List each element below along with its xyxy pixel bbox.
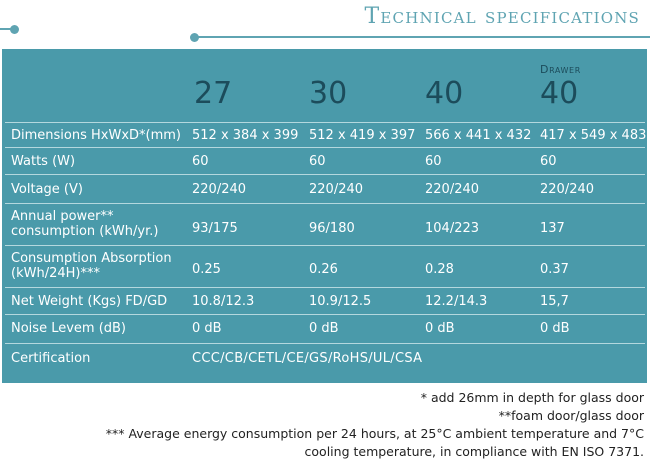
cell-drawer-40: 137 bbox=[540, 221, 565, 236]
cell-40: 566 x 441 x 432 bbox=[425, 128, 532, 143]
row-divider bbox=[5, 203, 645, 204]
footnote-energy-cont: cooling temperature, in compliance with … bbox=[304, 444, 644, 459]
cell-30: 0.26 bbox=[309, 262, 338, 277]
model-sublabel-drawer: Drawer bbox=[540, 63, 581, 76]
cell-27: 10.8/12.3 bbox=[192, 294, 255, 309]
row-divider bbox=[5, 314, 645, 315]
row-label: Consumption Absorption (kWh/24H)*** bbox=[11, 251, 172, 281]
cell-40: 104/223 bbox=[425, 221, 480, 236]
cell-drawer-40: 0.37 bbox=[540, 262, 569, 277]
row-label: Net Weight (Kgs) FD/GD bbox=[11, 294, 168, 309]
footnote-foam-door: **foam door/glass door bbox=[498, 408, 644, 423]
cell-27: 0 dB bbox=[192, 321, 222, 336]
cell-drawer-40: 220/240 bbox=[540, 182, 595, 197]
page-title: Technical specifications bbox=[364, 4, 640, 29]
cell-30: 220/240 bbox=[309, 182, 364, 197]
footnote-energy: *** Average energy consumption per 24 ho… bbox=[105, 426, 644, 441]
certification-value: CCC/CB/CETL/CE/GS/RoHS/UL/CSA bbox=[192, 351, 423, 366]
title-rule bbox=[194, 36, 650, 38]
cell-27: 60 bbox=[192, 154, 209, 169]
cell-27: 0.25 bbox=[192, 262, 221, 277]
cell-30: 60 bbox=[309, 154, 326, 169]
row-divider bbox=[5, 174, 645, 175]
row-label: Annual power** consumption (kWh/yr.) bbox=[11, 209, 159, 239]
cell-drawer-40: 417 x 549 x 483 bbox=[540, 128, 647, 143]
row-divider bbox=[5, 343, 645, 344]
row-divider bbox=[5, 147, 645, 148]
model-header-40: 40 bbox=[425, 76, 464, 111]
cell-40: 0.28 bbox=[425, 262, 454, 277]
cell-40: 12.2/14.3 bbox=[425, 294, 488, 309]
footnote-glass-door: * add 26mm in depth for glass door bbox=[420, 390, 644, 405]
cell-30: 512 x 419 x 397 bbox=[309, 128, 416, 143]
cell-drawer-40: 15,7 bbox=[540, 294, 569, 309]
cell-40: 220/240 bbox=[425, 182, 480, 197]
cell-drawer-40: 0 dB bbox=[540, 321, 570, 336]
model-header-30: 30 bbox=[309, 76, 348, 111]
model-header-drawer-40: 40 bbox=[540, 76, 579, 111]
row-label: Certification bbox=[11, 351, 91, 366]
row-label: Watts (W) bbox=[11, 154, 76, 169]
cell-40: 0 dB bbox=[425, 321, 455, 336]
cell-40: 60 bbox=[425, 154, 442, 169]
row-divider bbox=[5, 122, 645, 123]
cell-30: 10.9/12.5 bbox=[309, 294, 372, 309]
row-divider bbox=[5, 245, 645, 246]
cell-27: 220/240 bbox=[192, 182, 247, 197]
spec-table: Drawer 27 30 40 40 Dimensions HxWxD*(mm)… bbox=[2, 49, 647, 383]
cell-30: 0 dB bbox=[309, 321, 339, 336]
model-header-27: 27 bbox=[194, 76, 233, 111]
row-label: Voltage (V) bbox=[11, 182, 83, 197]
cell-drawer-40: 60 bbox=[540, 154, 557, 169]
row-label: Dimensions HxWxD*(mm) bbox=[11, 128, 182, 143]
cell-27: 93/175 bbox=[192, 221, 238, 236]
left-rule bbox=[0, 28, 15, 30]
cell-27: 512 x 384 x 399 bbox=[192, 128, 299, 143]
cell-30: 96/180 bbox=[309, 221, 355, 236]
row-divider bbox=[5, 287, 645, 288]
row-label: Noise Levem (dB) bbox=[11, 321, 127, 336]
